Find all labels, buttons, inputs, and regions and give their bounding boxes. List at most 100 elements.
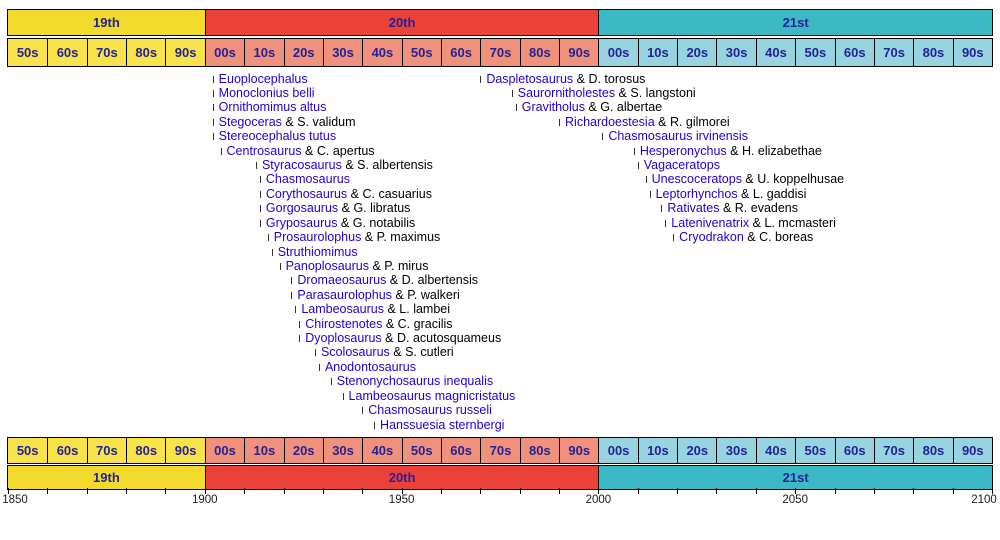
century-link-19th[interactable]: 19th [93, 15, 120, 30]
taxon-link[interactable]: Monoclonius belli [218, 85, 315, 100]
taxon-link[interactable]: Stegoceras [218, 114, 282, 129]
taxon-link[interactable]: Unescoceratops [651, 172, 742, 187]
taxon-link[interactable]: Anodontosaurus [324, 359, 416, 374]
taxon-link[interactable]: Euoplocephalus [218, 71, 308, 86]
decade-link[interactable]: 30s [332, 443, 354, 458]
taxon-link[interactable]: Scolosaurus [321, 345, 390, 360]
decade-link[interactable]: 70s [489, 45, 512, 60]
decade-link[interactable]: 10s [647, 443, 669, 458]
event-tick-mark [318, 363, 320, 371]
decade-link[interactable]: 70s [883, 443, 905, 458]
taxon-link[interactable]: Corythosaurus [265, 186, 348, 201]
taxon-link[interactable]: Stereocephalus tutus [218, 129, 337, 144]
taxon-link[interactable]: Latenivenatrix [671, 215, 750, 230]
taxon-link[interactable]: Gorgosaurus [265, 201, 339, 216]
century-link-19th[interactable]: 19th [93, 470, 120, 485]
taxon-link[interactable]: Leptorhynchos [655, 186, 738, 201]
decade-link[interactable]: 90s [961, 45, 984, 60]
decade-link[interactable]: 70s [96, 45, 118, 60]
decade-link[interactable]: 10s [253, 45, 276, 60]
taxon-link[interactable]: Richardoestesia [565, 114, 655, 129]
event-tick-mark [299, 335, 301, 343]
taxon-link[interactable]: Hesperonychus [639, 143, 727, 158]
taxon-link[interactable]: Hanssuesia sternbergi [380, 417, 505, 432]
decade-link[interactable]: 00s [607, 443, 630, 458]
decade-link[interactable]: 40s [765, 443, 787, 458]
taxon-link[interactable]: Daspletosaurus [486, 71, 574, 86]
decade-link[interactable]: 10s [253, 443, 276, 458]
decade-link[interactable]: 80s [135, 443, 158, 458]
decade-link[interactable]: 80s [529, 443, 551, 458]
decade-link[interactable]: 30s [725, 45, 748, 60]
decade-link[interactable]: 60s [843, 443, 866, 458]
decade-link[interactable]: 60s [450, 443, 472, 458]
taxon-link[interactable]: Chasmosaurus irvinensis [608, 129, 748, 144]
taxon-link[interactable]: Lambeosaurus magnicristatus [348, 388, 516, 403]
decade-link[interactable]: 90s [174, 443, 197, 458]
taxon-link[interactable]: Stenonychosaurus inequalis [336, 374, 494, 389]
decade-link[interactable]: 00s [607, 45, 630, 60]
taxon-link[interactable]: Gryposaurus [265, 215, 338, 230]
decade-link[interactable]: 80s [135, 45, 158, 60]
century-link-20th[interactable]: 20th [388, 15, 416, 30]
decade-link[interactable]: 50s [16, 443, 39, 458]
decade-link[interactable]: 00s [214, 443, 236, 458]
decade-link[interactable]: 40s [371, 443, 394, 458]
decade-link[interactable]: 60s [843, 45, 866, 60]
decade-link[interactable]: 90s [961, 443, 984, 458]
taxon-link[interactable]: Centrosaurus [226, 143, 302, 158]
decade-link[interactable]: 90s [568, 45, 591, 60]
decade-link[interactable]: 30s [332, 45, 354, 60]
decade-cell-20th-70s: 70s [480, 438, 520, 463]
taxon-link[interactable]: Saurornitholestes [517, 85, 616, 100]
decade-link[interactable]: 90s [568, 443, 591, 458]
taxon-link[interactable]: Prosaurolophus [273, 230, 362, 245]
century-link-21st[interactable]: 21st [782, 470, 809, 485]
taxon-link[interactable]: Styracosaurus [261, 158, 342, 173]
decade-link[interactable]: 80s [922, 45, 945, 60]
taxon-link[interactable]: Dyoplosaurus [305, 331, 382, 346]
taxon-link[interactable]: Panoplosaurus [285, 258, 369, 273]
event-tick-mark [330, 378, 332, 386]
taxon-link[interactable]: Chasmosaurus russeli [368, 403, 492, 418]
decade-link[interactable]: 60s [56, 443, 79, 458]
decade-link[interactable]: 10s [647, 45, 669, 60]
decade-link[interactable]: 20s [292, 443, 315, 458]
taxon-link[interactable]: Gravitholus [521, 100, 585, 115]
decade-link[interactable]: 50s [804, 45, 827, 60]
decade-cell-19th-80s: 80s [126, 438, 166, 463]
decade-link[interactable]: 50s [804, 443, 827, 458]
taxon-link[interactable]: Vagaceratops [643, 158, 720, 173]
decade-link[interactable]: 20s [686, 45, 709, 60]
taxon-link[interactable]: Chasmosaurus [265, 172, 350, 187]
axis-tick [165, 488, 167, 494]
taxon-link[interactable]: Lambeosaurus [301, 302, 385, 317]
taxon-link[interactable]: Cryodrakon [679, 230, 744, 245]
decade-link[interactable]: 70s [489, 443, 512, 458]
decade-link[interactable]: 50s [16, 45, 39, 60]
decade-link[interactable]: 50s [410, 443, 433, 458]
taxon-link[interactable]: Parasaurolophus [297, 287, 392, 302]
taxon-link[interactable]: Rativates [667, 201, 720, 216]
decade-link[interactable]: 60s [450, 45, 472, 60]
decade-link[interactable]: 00s [214, 45, 236, 60]
century-link-21st[interactable]: 21st [782, 15, 809, 30]
decade-link[interactable]: 30s [725, 443, 748, 458]
decade-link[interactable]: 70s [883, 45, 905, 60]
decade-link[interactable]: 70s [96, 443, 118, 458]
decade-link[interactable]: 20s [686, 443, 709, 458]
decade-link[interactable]: 60s [56, 45, 79, 60]
taxon-link[interactable]: Struthiomimus [277, 244, 358, 259]
century-link-20th[interactable]: 20th [388, 470, 416, 485]
decade-link[interactable]: 80s [529, 45, 551, 60]
taxon-link[interactable]: Chirostenotes [305, 316, 383, 331]
taxon-species-text: & S. validum [281, 114, 356, 129]
taxon-link[interactable]: Ornithomimus altus [218, 100, 327, 115]
decade-link[interactable]: 40s [371, 45, 394, 60]
decade-link[interactable]: 40s [765, 45, 787, 60]
decade-link[interactable]: 20s [292, 45, 315, 60]
decade-link[interactable]: 50s [410, 45, 433, 60]
decade-link[interactable]: 90s [174, 45, 197, 60]
decade-link[interactable]: 80s [922, 443, 945, 458]
taxon-link[interactable]: Dromaeosaurus [297, 273, 387, 288]
